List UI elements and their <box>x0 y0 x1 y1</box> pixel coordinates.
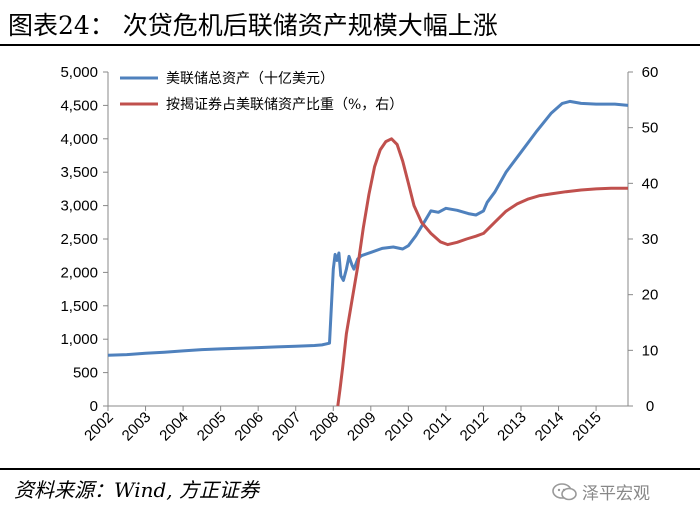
y-right-tick-label: 20 <box>642 287 659 304</box>
x-tick-label: 2013 <box>494 409 530 445</box>
y-left-tick-label: 4,500 <box>60 97 98 114</box>
y-left-tick-label: 4,000 <box>60 131 98 148</box>
legend-label: 美联储总资产（十亿美元） <box>166 71 334 87</box>
x-tick-label: 2002 <box>81 409 117 445</box>
wechat-icon <box>552 482 577 500</box>
title-rule <box>0 44 700 46</box>
y-left-tick-label: 3,000 <box>60 198 98 215</box>
x-tick-label: 2015 <box>569 409 605 445</box>
y-left-tick-label: 1,500 <box>60 298 98 315</box>
y-right-tick-label: 30 <box>642 231 659 248</box>
x-tick-label: 2012 <box>457 409 493 445</box>
watermark: 泽平宏观 <box>552 479 650 504</box>
x-tick-label: 2010 <box>382 409 418 445</box>
watermark-text: 泽平宏观 <box>582 484 650 504</box>
y-left-tick-label: 500 <box>73 365 98 382</box>
legend-label: 按揭证券占美联储资产比重（%，右） <box>166 97 403 113</box>
chart-title: 图表24： 次贷危机后联储资产规模大幅上涨 <box>8 11 498 40</box>
series-line-mbs-share <box>336 137 628 407</box>
series-line-fed-assets <box>107 99 629 357</box>
x-tick-label: 2014 <box>532 409 568 445</box>
x-tick-label: 2011 <box>420 409 455 444</box>
y-left-tick-label: 2,000 <box>60 264 98 281</box>
x-tick-label: 2004 <box>156 409 192 445</box>
source-rule <box>0 468 700 470</box>
y-left-tick-label: 5,000 <box>60 64 98 81</box>
y-right-tick-label: 40 <box>642 175 659 192</box>
x-tick-label: 2006 <box>231 409 267 445</box>
y-right-tick-label: 50 <box>642 120 659 137</box>
y-right-tick-label: 60 <box>642 64 659 81</box>
y-left-tick-label: 0 <box>90 398 98 415</box>
x-tick-label: 2003 <box>119 409 155 445</box>
x-tick-label: 2005 <box>194 409 230 445</box>
y-left-tick-label: 1,000 <box>60 331 98 348</box>
line-chart: 05001,0001,5002,0002,5003,0003,5004,0004… <box>60 64 659 445</box>
x-tick-label: 2007 <box>269 409 305 445</box>
series-layer <box>107 99 629 407</box>
y-left-tick-label: 3,500 <box>60 164 98 181</box>
y-right-tick-label: 10 <box>642 342 659 359</box>
source-note: 资料来源：Wind, 方正证券 <box>14 478 259 502</box>
legend: 美联储总资产（十亿美元） 按揭证券占美联储资产比重（%，右） <box>120 71 403 113</box>
x-tick-label: 2009 <box>344 409 380 445</box>
x-tick-label: 2008 <box>306 409 342 445</box>
y-right-tick-label: 0 <box>646 398 654 415</box>
y-left-tick-label: 2,500 <box>60 231 98 248</box>
